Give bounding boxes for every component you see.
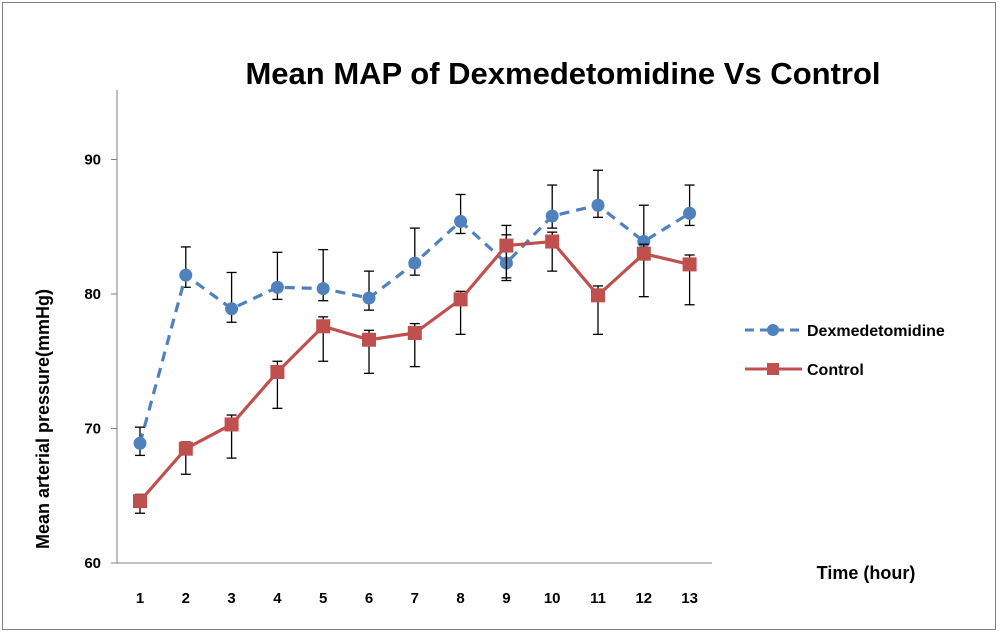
data-point-dexmedetomidine [133,436,147,450]
data-point-dexmedetomidine [362,291,376,305]
chart-title: Mean MAP of Dexmedetomidine Vs Control [245,56,880,91]
series-line-control [138,239,690,503]
x-ticks: 1 2 3 4 5 6 7 8 9 10 11 12 13 [136,590,698,607]
data-point-dexmedetomidine [179,268,193,282]
x-tick-label: 1 [136,590,144,607]
x-tick-label: 9 [502,590,510,607]
x-tick-label: 10 [544,590,561,607]
series-dexmedetomidine [133,169,697,457]
data-point-control [636,246,651,261]
data-point-dexmedetomidine [270,280,284,294]
data-point-control [270,365,285,380]
data-point-control [224,417,239,432]
y-tick-label: 80 [84,286,101,303]
x-axis-label: Time (hour) [817,563,916,583]
x-tick-label: 4 [273,590,282,607]
x-tick-label: 6 [365,590,373,607]
data-point-control [133,494,147,509]
legend: Dexmedetomidine Control [745,323,945,379]
data-point-dexmedetomidine [683,206,697,220]
x-tick-label: 8 [456,590,464,607]
y-axis-label: Mean arterial pressure(mmHg) [33,289,53,549]
legend-item-control: Control [745,362,864,379]
data-point-dexmedetomidine [545,209,559,223]
data-point-control [591,288,605,303]
legend-item-dexmedetomidine: Dexmedetomidine [745,323,945,340]
legend-marker-dexmedetomidine [767,324,779,336]
data-point-control [453,292,468,307]
x-tick-label: 13 [681,590,698,607]
data-point-dexmedetomidine [591,198,605,212]
data-point-control [362,332,376,347]
series-control [133,231,697,514]
legend-label-dexmedetomidine: Dexmedetomidine [807,323,945,340]
y-tick-label: 60 [84,555,101,572]
x-tick-label: 7 [411,590,419,607]
data-point-control [178,441,193,456]
data-point-control [316,319,331,334]
data-point-control [545,234,560,249]
x-tick-label: 5 [319,590,327,607]
data-point-dexmedetomidine [454,214,468,228]
data-point-control [682,257,697,272]
y-ticks: 60 70 80 90 [84,152,117,572]
data-point-control [499,238,514,253]
axes [116,90,712,564]
data-point-control [407,326,422,341]
x-tick-label: 3 [227,590,235,607]
x-tick-label: 11 [590,590,606,607]
data-point-dexmedetomidine [225,302,239,316]
data-point-dexmedetomidine [316,282,330,296]
y-tick-label: 90 [84,152,101,169]
plot-area [133,169,697,514]
data-point-dexmedetomidine [408,256,422,270]
legend-marker-control [767,363,779,375]
y-tick-label: 70 [84,421,101,438]
legend-label-control: Control [807,362,864,379]
x-tick-label: 2 [182,590,190,607]
x-tick-label: 12 [635,590,652,607]
